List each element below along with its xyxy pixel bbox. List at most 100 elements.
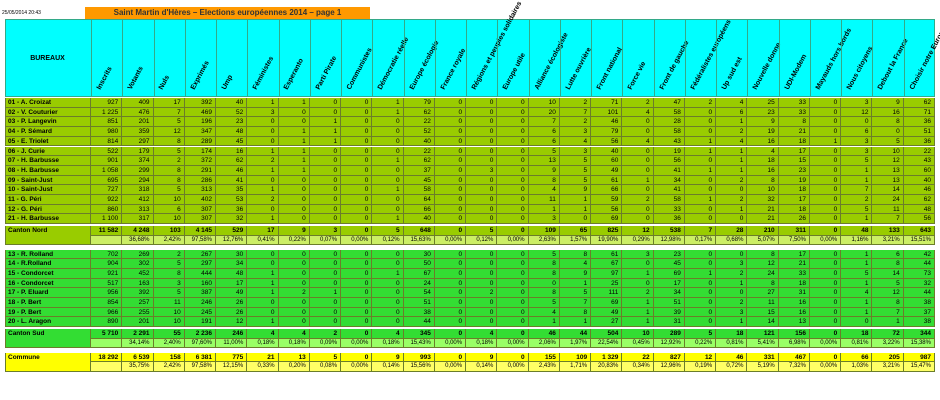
cell: 5 xyxy=(841,268,873,279)
cell: 0 xyxy=(684,127,717,137)
percent-cell: 2,06% xyxy=(528,338,560,349)
total-cell: 5 xyxy=(466,226,498,236)
cell: 0 xyxy=(278,185,310,195)
row-label: 08 - H. Barbusse xyxy=(5,165,91,176)
percent-cell: 0,00% xyxy=(434,362,467,372)
cell: 313 xyxy=(184,185,217,195)
cell: 1 xyxy=(309,288,342,298)
cell: 5 xyxy=(528,249,560,260)
cell: 1 xyxy=(841,249,873,260)
cell: 0 xyxy=(434,136,467,147)
cell: 1 xyxy=(278,156,310,166)
percent-cell: 0,00% xyxy=(434,235,467,246)
percent-cell: 0,33% xyxy=(247,362,279,372)
cell: 1 xyxy=(278,146,310,157)
cell: 41 xyxy=(216,175,248,186)
column-divider xyxy=(466,19,468,97)
cell: 8 xyxy=(528,259,560,269)
column-divider xyxy=(122,19,124,97)
cell: 25 xyxy=(747,98,779,108)
cell: 0 xyxy=(497,214,529,225)
cell: 5 xyxy=(841,156,873,166)
cell: 18 xyxy=(778,185,810,195)
cell: 0 xyxy=(809,146,842,157)
percent-cell: 5,41% xyxy=(747,338,779,349)
percent-cell: 7,50% xyxy=(778,235,810,246)
cell: 1 xyxy=(716,117,748,128)
percent-cell: 0,00% xyxy=(434,338,467,349)
cell: 8 xyxy=(559,249,592,260)
cell: 0 xyxy=(466,156,498,166)
cell: 2 xyxy=(559,117,592,128)
total-cell: 4 xyxy=(247,329,279,339)
cell: 1 xyxy=(372,156,404,166)
cell: 0 xyxy=(341,98,373,108)
cell: 33 xyxy=(653,204,685,215)
cell: 0 xyxy=(622,214,654,225)
cell: 0 xyxy=(466,136,498,147)
cell: 0 xyxy=(341,117,373,128)
cell: 0 xyxy=(309,249,342,260)
cell: 0 xyxy=(622,185,654,195)
cell: 0 xyxy=(434,117,467,128)
cell: 0 xyxy=(372,175,404,186)
cell: 0 xyxy=(684,185,717,195)
row-label: 12 - G. Péri xyxy=(5,204,91,215)
cell: 0 xyxy=(309,165,342,176)
cell: 12 xyxy=(872,156,904,166)
total-cell: 311 xyxy=(778,226,810,236)
cell: 16 xyxy=(872,107,904,118)
cell: 318 xyxy=(122,185,154,195)
cell: 16 xyxy=(778,298,810,308)
cell: 5 xyxy=(872,136,904,147)
total-cell: 0 xyxy=(809,329,842,339)
cell: 0 xyxy=(278,268,310,279)
total-cell: 46 xyxy=(528,329,560,339)
total-cell: 5 xyxy=(309,352,342,363)
cell: 0 xyxy=(247,249,279,260)
cell: 0 xyxy=(809,195,842,205)
cell: 0 xyxy=(309,298,342,308)
column-divider xyxy=(403,19,405,97)
cell: 0 xyxy=(372,146,404,157)
total-cell: 0 xyxy=(809,352,842,363)
cell: 3 xyxy=(528,214,560,225)
cell: 40 xyxy=(403,136,435,147)
cell: 5 xyxy=(153,117,185,128)
total-cell: 55 xyxy=(153,329,185,339)
cell: 59 xyxy=(591,195,623,205)
cell: 2 xyxy=(716,195,748,205)
cell: 1 xyxy=(716,278,748,289)
cell: 1 xyxy=(278,127,310,137)
cell: 0 xyxy=(247,127,279,137)
cell: 0 xyxy=(466,278,498,289)
cell: 3 xyxy=(559,146,592,157)
cell: 2 xyxy=(622,288,654,298)
column-divider xyxy=(372,19,374,97)
cell: 36 xyxy=(216,204,248,215)
percent-cell-empty xyxy=(91,338,123,349)
cell: 0 xyxy=(434,98,467,108)
cell: 901 xyxy=(91,156,123,166)
cell: 62 xyxy=(216,156,248,166)
percent-cell: 15,38% xyxy=(903,338,935,349)
cell: 1 xyxy=(309,117,342,128)
cell: 0 xyxy=(497,259,529,269)
cell: 0 xyxy=(247,117,279,128)
cell: 2 xyxy=(153,249,185,260)
percent-cell: 97,60% xyxy=(184,338,217,349)
cell: 34 xyxy=(653,175,685,186)
cell: 0 xyxy=(716,249,748,260)
cell: 31 xyxy=(653,317,685,328)
percent-cell: 1,97% xyxy=(559,338,592,349)
row-label: Commune xyxy=(5,352,91,372)
cell: 19 xyxy=(653,146,685,157)
total-cell: 158 xyxy=(153,352,185,363)
percent-cell: 0,14% xyxy=(466,362,498,372)
cell: 1 xyxy=(809,136,842,147)
row-label: 19 - P. Bert xyxy=(5,307,91,318)
cell: 3 xyxy=(716,307,748,318)
cell: 8 xyxy=(747,249,779,260)
cell: 402 xyxy=(184,195,217,205)
cell: 58 xyxy=(653,127,685,137)
